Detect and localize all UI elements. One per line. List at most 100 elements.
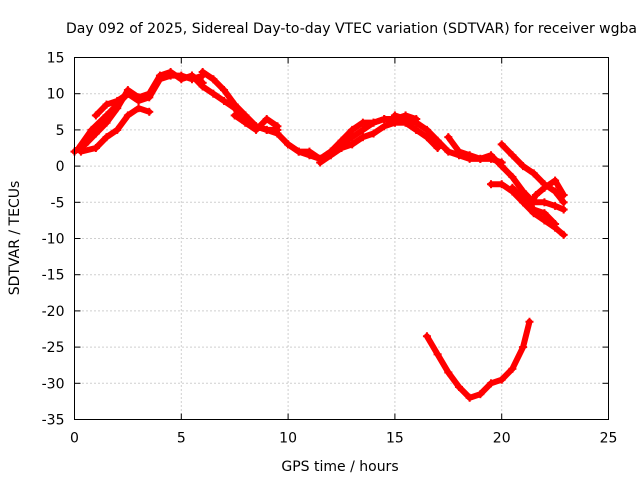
data-point <box>220 96 229 105</box>
data-point <box>102 118 111 127</box>
data-point <box>497 162 506 171</box>
data-point <box>551 187 560 196</box>
data-point <box>540 183 549 192</box>
data-point <box>209 89 218 98</box>
data-point <box>497 140 506 149</box>
data-point <box>134 96 143 105</box>
data-point <box>91 111 100 120</box>
x-tick-label: 20 <box>493 431 511 447</box>
data-point <box>454 382 463 391</box>
data-point <box>326 151 335 160</box>
data-point <box>209 75 218 84</box>
data-point <box>529 169 538 178</box>
data-point <box>113 96 122 105</box>
data-point <box>476 390 485 399</box>
x-tick-label: 0 <box>70 431 79 447</box>
data-point <box>262 115 271 124</box>
data-point <box>390 118 399 127</box>
data-point <box>177 71 186 80</box>
data-point <box>230 104 239 113</box>
series-track-7 <box>230 111 282 134</box>
data-point <box>113 125 122 134</box>
data-point <box>454 147 463 156</box>
data-point <box>559 205 568 214</box>
data-point <box>369 129 378 138</box>
data-point <box>102 133 111 142</box>
data-point <box>444 368 453 377</box>
data-point <box>273 122 282 131</box>
series-track-17 <box>525 176 568 210</box>
y-tick-label: 10 <box>47 87 65 103</box>
chart-title: Day 092 of 2025, Sidereal Day-to-day VTE… <box>66 21 637 37</box>
data-point <box>91 144 100 152</box>
data-point <box>551 220 560 229</box>
y-tick-label: 0 <box>56 159 65 175</box>
data-point <box>487 379 496 388</box>
data-point <box>87 125 96 134</box>
data-point <box>525 201 534 210</box>
data-point <box>422 133 431 142</box>
y-axis-title: SDTVAR / TECUs <box>7 181 23 296</box>
data-point <box>412 125 421 134</box>
data-point <box>540 216 549 225</box>
series-track-4 <box>91 89 132 120</box>
data-point <box>551 201 560 210</box>
data-point <box>508 364 517 373</box>
data-point <box>465 393 474 402</box>
data-point <box>220 86 229 95</box>
data-point <box>348 140 357 149</box>
data-point <box>444 133 453 142</box>
series-track-10 <box>316 118 421 167</box>
y-tick-label: 15 <box>47 51 65 67</box>
data-point <box>358 118 367 127</box>
y-tick-label: -10 <box>42 232 65 248</box>
series-track-16 <box>422 317 534 402</box>
x-tick-label: 15 <box>386 431 404 447</box>
data-marks <box>70 67 568 402</box>
data-point <box>497 375 506 384</box>
y-tick-label: -20 <box>42 304 65 320</box>
data-point <box>422 332 431 341</box>
data-point <box>166 71 175 80</box>
data-point <box>294 147 303 156</box>
data-point <box>412 118 421 127</box>
data-point <box>198 67 207 76</box>
data-point <box>76 147 85 156</box>
data-point <box>187 71 196 80</box>
data-point <box>559 230 568 239</box>
data-point <box>508 183 517 192</box>
data-point <box>273 129 282 138</box>
data-point <box>145 93 154 102</box>
data-point <box>380 115 389 124</box>
data-point <box>508 151 517 160</box>
data-point <box>529 205 538 214</box>
data-point <box>476 154 485 163</box>
y-tick-label: -5 <box>51 195 65 211</box>
data-point <box>123 111 132 120</box>
data-point <box>551 176 560 185</box>
data-point <box>508 172 517 181</box>
data-point <box>401 115 410 124</box>
axis-ticks: 0 5 10 15 20 25 -35 -30 -25 -20 -15 -10 -5 0 5 10 15 <box>42 51 618 447</box>
data-point <box>540 198 549 207</box>
data-point <box>123 89 132 98</box>
data-point <box>519 162 528 171</box>
data-point <box>241 118 250 127</box>
data-point <box>337 136 346 145</box>
data-point <box>487 180 496 189</box>
data-point <box>444 147 453 156</box>
data-point <box>497 180 506 189</box>
series-track-15 <box>508 183 560 229</box>
data-point <box>316 158 325 167</box>
data-point <box>559 191 568 200</box>
data-point <box>134 104 143 113</box>
data-point <box>155 75 164 84</box>
data-point <box>369 118 378 127</box>
data-point <box>305 151 314 160</box>
x-tick-label: 5 <box>177 431 186 447</box>
data-point <box>559 198 568 207</box>
y-tick-label: 5 <box>56 123 65 139</box>
data-point <box>525 317 534 326</box>
